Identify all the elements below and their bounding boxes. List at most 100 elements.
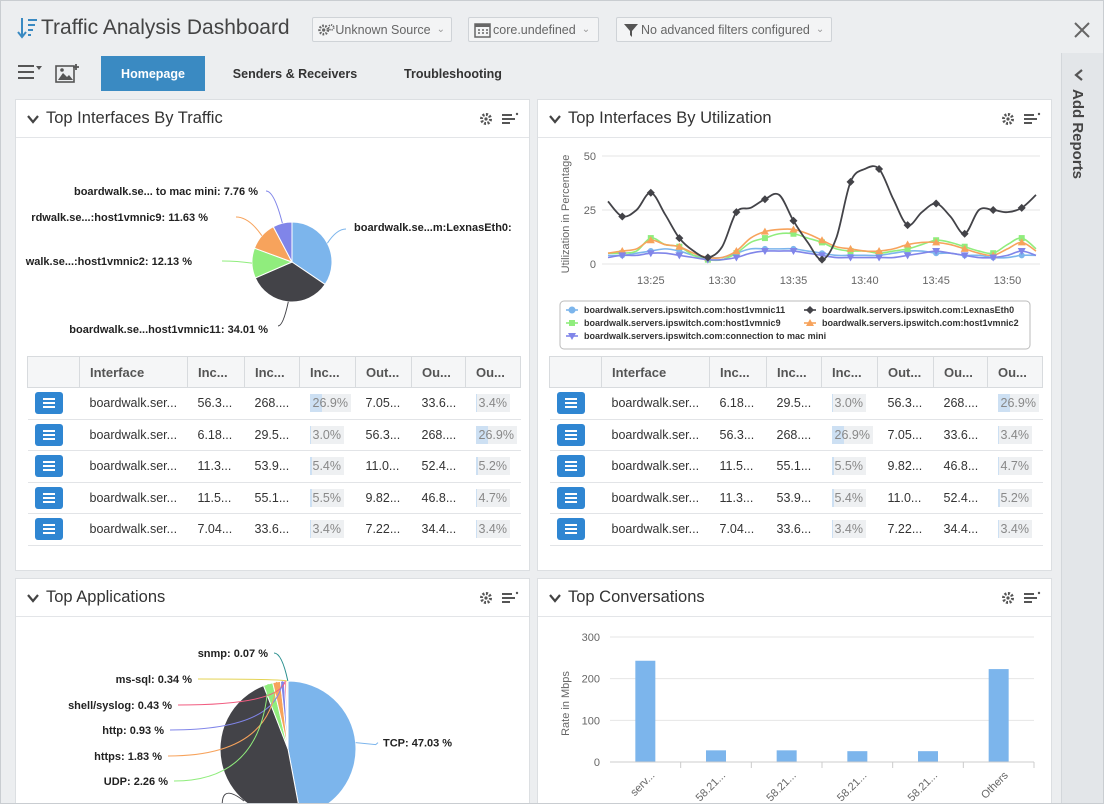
list-menu-icon[interactable] xyxy=(1023,591,1041,605)
table-row[interactable]: boardwalk.ser... 11.5... 55.1... 5.5% 9.82..… xyxy=(549,450,1043,483)
settings-gear-icon[interactable] xyxy=(479,591,493,605)
data-point xyxy=(846,244,855,252)
table-cell: 3.0% xyxy=(299,419,356,451)
data-point xyxy=(646,188,655,197)
row-details-button[interactable] xyxy=(34,392,63,415)
pie-connector xyxy=(326,228,347,244)
table-cell: 33.6... xyxy=(244,513,300,546)
table-row[interactable]: boardwalk.ser... 7.04... 33.6... 3.4% 7.22..… xyxy=(27,513,521,546)
column-header-actions xyxy=(549,356,602,388)
percent-bar-fill xyxy=(309,425,311,444)
time-filter-dropdown[interactable]: core.undefined ⌄ xyxy=(468,17,599,42)
column-header[interactable]: Inc... xyxy=(709,356,767,388)
collapse-chevron-icon[interactable] xyxy=(548,112,562,126)
row-details-button[interactable] xyxy=(34,423,63,446)
row-details-button[interactable] xyxy=(556,486,585,509)
panel-header: Top Interfaces By Traffic xyxy=(16,100,529,138)
row-details-button[interactable] xyxy=(34,518,63,541)
row-details-button[interactable] xyxy=(34,455,63,478)
percent-bar: 3.4% xyxy=(475,520,510,539)
column-header[interactable]: Interface xyxy=(79,356,188,388)
row-details-button[interactable] xyxy=(556,455,585,478)
table-row[interactable]: boardwalk.ser... 7.04... 33.6... 3.4% 7.22..… xyxy=(549,513,1043,546)
column-header[interactable]: Interface xyxy=(601,356,710,388)
column-header[interactable]: Out... xyxy=(355,356,412,388)
settings-gear-icon[interactable] xyxy=(1001,112,1015,126)
table-cell: 268.... xyxy=(411,419,466,451)
list-menu-icon[interactable] xyxy=(501,112,519,126)
column-header[interactable]: Inc... xyxy=(244,356,300,388)
chevron-left-icon xyxy=(1074,69,1083,81)
x-tick-label: 13:30 xyxy=(708,275,736,287)
advanced-filter-dropdown[interactable]: No advanced filters configured ⌄ xyxy=(616,17,832,42)
table-cell: 268.... xyxy=(766,419,822,451)
table-cell: 11.0... xyxy=(355,450,412,483)
tab-senders-receivers[interactable]: Senders & Receivers xyxy=(232,66,358,81)
add-image-icon[interactable] xyxy=(55,63,81,85)
column-header[interactable]: Ou... xyxy=(411,356,466,388)
table-row[interactable]: boardwalk.ser... 56.3... 268.... 26.9% 7.05.… xyxy=(549,419,1043,451)
column-header[interactable]: Ou... xyxy=(465,356,521,388)
pie-label: snmp: 0.07 % xyxy=(198,648,269,660)
data-point xyxy=(1018,252,1025,259)
menu-icon[interactable] xyxy=(17,63,43,83)
collapse-chevron-icon[interactable] xyxy=(26,112,40,126)
data-point xyxy=(818,255,826,264)
funnel-icon xyxy=(624,23,638,37)
row-details-button[interactable] xyxy=(556,392,585,415)
column-header[interactable]: Inc... xyxy=(766,356,822,388)
table-row[interactable]: boardwalk.ser... 6.18... 29.5... 3.0% 56.3..… xyxy=(27,419,521,451)
pie-label: UDP: 2.26 % xyxy=(104,776,168,788)
table-cell: boardwalk.ser... xyxy=(601,450,710,483)
table-row[interactable]: boardwalk.ser... 11.3... 53.9... 5.4% 11.0..… xyxy=(549,482,1043,514)
list-menu-icon[interactable] xyxy=(501,591,519,605)
table-row[interactable]: boardwalk.ser... 6.18... 29.5... 3.0% 56.3..… xyxy=(549,387,1043,420)
collapse-chevron-icon[interactable] xyxy=(26,591,40,605)
pie-connector xyxy=(355,742,379,746)
add-reports-toggle[interactable]: Add Reports xyxy=(1059,61,1099,201)
percent-value: 5.2% xyxy=(478,459,508,474)
pie-label: boardwalk.se...host1vmnic11: 34.01 % xyxy=(69,324,268,336)
row-details-button[interactable] xyxy=(556,518,585,541)
table-cell: 3.4% xyxy=(465,387,521,420)
table-cell: 3.4% xyxy=(987,419,1043,451)
table-cell: 34.4... xyxy=(933,513,988,546)
tab-troubleshooting[interactable]: Troubleshooting xyxy=(404,66,502,81)
pie-slice xyxy=(291,221,333,286)
column-header[interactable]: Inc... xyxy=(299,356,356,388)
source-filter-dropdown[interactable]: Unknown Source ⌄ xyxy=(312,17,452,42)
table-row[interactable]: boardwalk.ser... 11.3... 53.9... 5.4% 11.0..… xyxy=(27,450,521,483)
add-reports-sidebar[interactable] xyxy=(1061,53,1103,803)
table-row[interactable]: boardwalk.ser... 11.5... 55.1... 5.5% 9.82..… xyxy=(27,482,521,514)
table-cell: 52.4... xyxy=(411,450,466,483)
table-cell: 56.3... xyxy=(877,387,934,420)
table-cell: 4.7% xyxy=(465,482,521,514)
utilization-line-chart: 50 25 0 Utilization in Percentage 13:25 13:30… xyxy=(559,151,1040,350)
table-cell: 26.9% xyxy=(465,419,521,451)
column-header[interactable]: Inc... xyxy=(187,356,245,388)
pie-connector xyxy=(265,190,283,224)
column-header[interactable]: Ou... xyxy=(933,356,988,388)
data-point xyxy=(989,254,998,262)
close-icon[interactable] xyxy=(1071,19,1093,41)
collapse-chevron-icon[interactable] xyxy=(548,591,562,605)
menu-line-icon xyxy=(42,469,55,472)
tab-homepage[interactable]: Homepage xyxy=(101,56,205,91)
pie-label: boardwalk.se...m:LexnasEth0: xyxy=(354,222,512,234)
data-point xyxy=(789,216,798,225)
row-details-button[interactable] xyxy=(556,423,585,446)
settings-gear-icon[interactable] xyxy=(1001,591,1015,605)
menu-line-icon xyxy=(564,461,577,464)
table-row[interactable]: boardwalk.ser... 56.3... 268.... 26.9% 7.05.… xyxy=(27,387,521,420)
table-cell: 26.9% xyxy=(299,387,356,420)
settings-gear-icon[interactable] xyxy=(479,112,493,126)
column-header[interactable]: Ou... xyxy=(987,356,1043,388)
row-details-button[interactable] xyxy=(34,486,63,509)
column-header[interactable]: Inc... xyxy=(821,356,878,388)
data-point xyxy=(932,199,941,208)
panel-title: Top Applications xyxy=(46,588,166,606)
column-header[interactable]: Out... xyxy=(877,356,934,388)
list-menu-icon[interactable] xyxy=(1023,112,1041,126)
menu-line-icon xyxy=(42,433,55,436)
percent-value: 5.5% xyxy=(312,490,342,505)
